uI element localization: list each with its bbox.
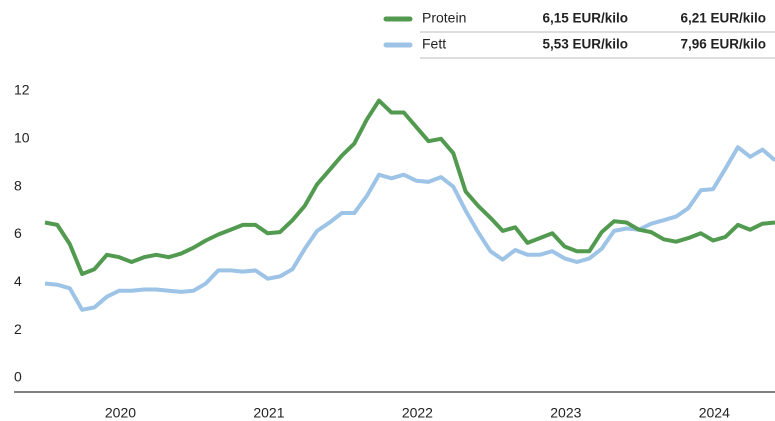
y-tick-label: 8 — [14, 177, 22, 193]
legend-value: 6,15 EUR/kilo — [542, 11, 628, 26]
legend-value: 7,96 EUR/kilo — [680, 37, 766, 52]
legend-label: Fett — [422, 36, 446, 52]
x-tick-label: 2021 — [253, 405, 284, 421]
x-tick-label: 2020 — [105, 405, 136, 421]
x-tick-label: 2023 — [550, 405, 581, 421]
series-line — [44, 98, 775, 276]
legend-value: 5,53 EUR/kilo — [542, 37, 628, 52]
legend-value: 6,21 EUR/kilo — [680, 11, 766, 26]
y-tick-label: 12 — [14, 82, 30, 98]
y-tick-label: 10 — [14, 130, 30, 146]
series-line — [44, 145, 775, 312]
y-tick-label: 4 — [14, 273, 22, 289]
y-tick-label: 2 — [14, 321, 22, 337]
x-tick-label: 2024 — [699, 405, 730, 421]
y-tick-label: 6 — [14, 225, 22, 241]
x-tick-label: 2022 — [402, 405, 433, 421]
legend-label: Protein — [422, 10, 466, 26]
y-tick-label: 0 — [14, 369, 22, 385]
